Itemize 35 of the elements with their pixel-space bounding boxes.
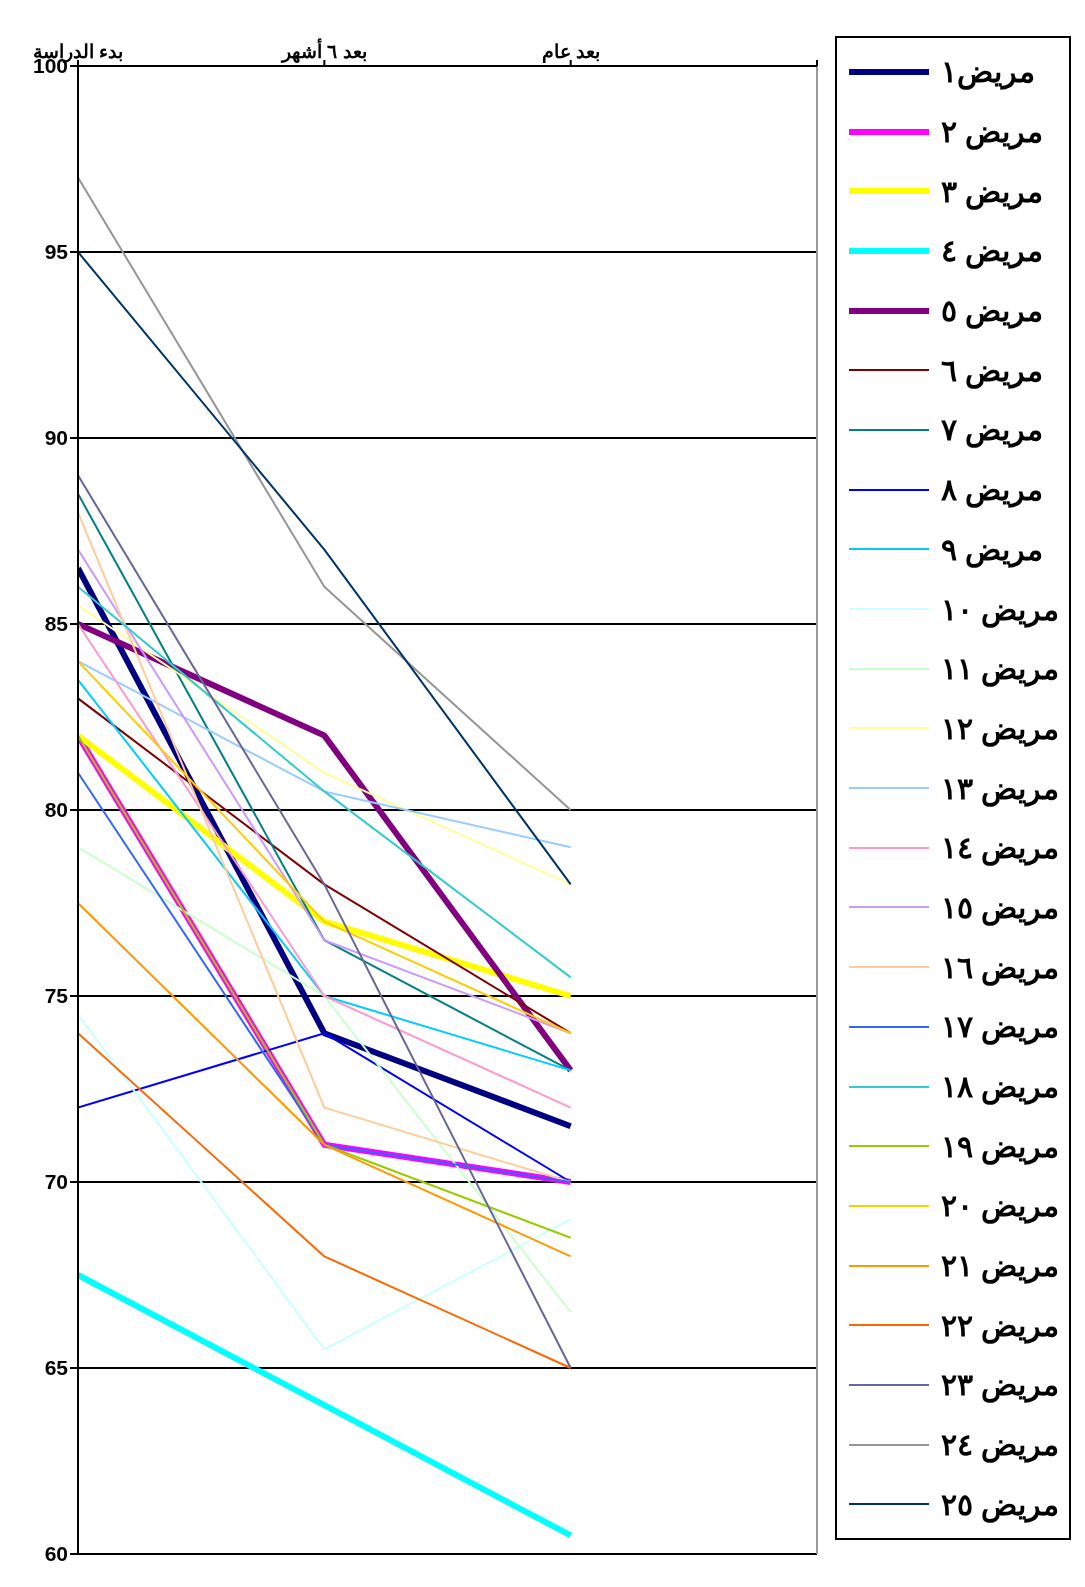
legend-label: مريض ١٣ [941,770,1060,806]
legend-label: مريض ٢٥ [941,1486,1060,1522]
legend-label: مريض ١٠ [941,591,1060,627]
y-tick-label: 70 [44,1170,68,1194]
y-tick-label: 90 [44,426,68,450]
legend-label: مريض ٢٣ [941,1367,1060,1403]
y-tick-label: 75 [44,984,69,1008]
legend-label: مريض ٢٤ [941,1427,1060,1463]
y-tick-label: 60 [44,1542,68,1566]
x-tick-label: بعد عام [541,41,600,63]
legend-label: مريض ١٨ [941,1069,1060,1105]
legend-label: مريض ٢٢ [941,1307,1060,1343]
legend-label: مريض ٤ [941,233,1044,269]
legend-label: مريض ١٥ [941,889,1060,925]
legend-label: مريض ٦ [941,352,1044,388]
legend-label: مريض ١١ [941,651,1060,687]
legend-label: مريض ٧ [941,412,1044,448]
legend-label: مريض ١٧ [941,1009,1060,1045]
legend-label: مريض ١٦ [941,949,1060,985]
y-tick-label: 80 [44,798,68,822]
legend-label: مريض١ [941,54,1035,90]
legend-label: مريض ٥ [941,293,1044,329]
y-tick-label: 95 [44,240,69,264]
legend-label: مريض ١٩ [941,1128,1060,1164]
legend-label: مريض ٢١ [941,1248,1060,1284]
legend-label: مريض ١٢ [941,710,1060,746]
legend-label: مريض ٩ [941,531,1044,567]
legend-label: مريض ٢٠ [941,1188,1060,1224]
y-tick-label: 65 [44,1356,69,1380]
y-tick-label: 85 [44,612,69,636]
legend-label: مريض ٣ [941,173,1044,209]
legend-label: مريض ٢ [941,114,1044,150]
legend-label: مريض ١٤ [941,830,1060,866]
legend-label: مريض ٨ [941,472,1044,508]
x-tick-label: بعد ٦ أشهر [280,38,367,63]
